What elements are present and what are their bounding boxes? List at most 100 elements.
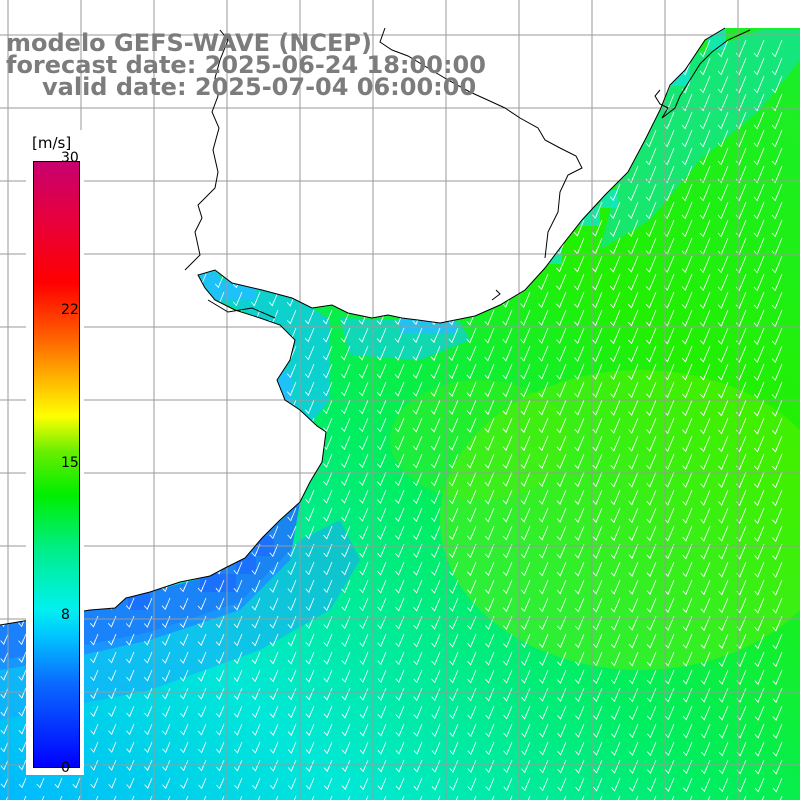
wind-arrow [18,669,27,681]
wind-arrow [611,741,621,756]
wind-arrow [484,435,495,451]
wind-arrow [125,255,135,270]
wind-arrow [341,597,351,612]
wind-arrow [485,597,495,612]
wind-arrow [179,255,189,271]
wind-arrow [771,417,783,435]
lagoon-shore [654,29,751,119]
wind-arrow [233,669,243,683]
wind-arrow [772,543,783,560]
wind-arrow [394,381,405,397]
wind-arrow [699,327,711,345]
wind-arrow [485,741,495,756]
wind-arrow [717,327,729,345]
wind-arrow [143,435,153,449]
wind-arrow [430,345,441,362]
wind-arrow [0,291,9,305]
wind-arrow [18,741,27,753]
wind-arrow [358,129,369,146]
wind-arrow [592,561,603,577]
wind-arrow [89,489,99,503]
wind-arrow [268,183,279,200]
wind-arrow [431,795,441,800]
wind-arrow [502,219,513,237]
wind-arrow [646,453,657,470]
wind-arrow [754,633,765,650]
wind-arrow [556,525,567,541]
wind-arrow [519,165,531,183]
wind-arrow [17,111,27,127]
wind-arrow [179,327,189,342]
wind-arrow [323,633,333,647]
wind-arrow [161,507,171,521]
wind-arrow [341,615,351,630]
wind-arrow [718,579,729,596]
wind-arrow [197,615,207,629]
wind-arrow [485,723,495,738]
wind-arrow [431,669,441,684]
wind-arrow [233,417,243,432]
wind-arrow [539,705,549,720]
wind-arrow [503,651,513,666]
wind-arrow [376,417,387,433]
wind-arrow [718,597,729,614]
wind-arrow [538,507,549,523]
wind-arrow [161,309,171,324]
wind-arrow [647,777,657,792]
wind-arrow [359,525,369,540]
wind-arrow [501,57,513,76]
wind-arrow [323,723,333,737]
wind-arrow [430,219,441,236]
wind-arrow [593,723,603,738]
wind-arrow [503,579,513,595]
wind-arrow [574,399,585,416]
wind-arrow [268,327,279,343]
wind-arrow [180,723,189,736]
wind-arrow [251,399,261,414]
wind-arrow [251,471,261,486]
wind-arrow [573,39,585,58]
wind-arrow [143,273,153,288]
wind-arrow [304,345,315,361]
wind-arrow [413,687,423,702]
wind-arrow [18,777,27,789]
wind-arrow [502,255,513,273]
wind-arrow [574,381,585,398]
wind-arrow [216,723,225,736]
wind-arrow [52,111,63,127]
wind-arrow [340,129,351,146]
wind-arrow [251,561,261,575]
wind-arrow [251,525,261,540]
wind-arrow [268,147,279,164]
wind-arrow [449,741,459,755]
wind-arrow [89,237,99,252]
wind-arrow [322,147,333,164]
wind-arrow [358,381,369,397]
wind-arrow [681,255,693,274]
wind-arrow [35,111,45,127]
wind-arrow [215,507,225,521]
wind-arrow [412,291,423,308]
wind-arrow [717,147,729,166]
wind-arrow [142,201,153,217]
wind-arrow [430,435,441,451]
wind-arrow [305,687,315,701]
wind-arrow [502,561,513,577]
wind-arrow [142,111,153,127]
wind-arrow [754,543,765,560]
wind-arrow [502,435,513,451]
wind-arrow [448,453,459,469]
wind-arrow [18,687,27,699]
wind-arrow [431,777,441,791]
wind-arrow [412,399,423,415]
wind-arrow [645,183,657,202]
wind-arrow [341,417,351,433]
wind-arrow [305,633,315,647]
wind-arrow [179,669,189,682]
wind-arrow [735,75,747,94]
wind-arrow [573,129,585,148]
wind-arrow [484,489,495,505]
wind-arrow [574,561,585,577]
wind-arrow [574,507,585,523]
